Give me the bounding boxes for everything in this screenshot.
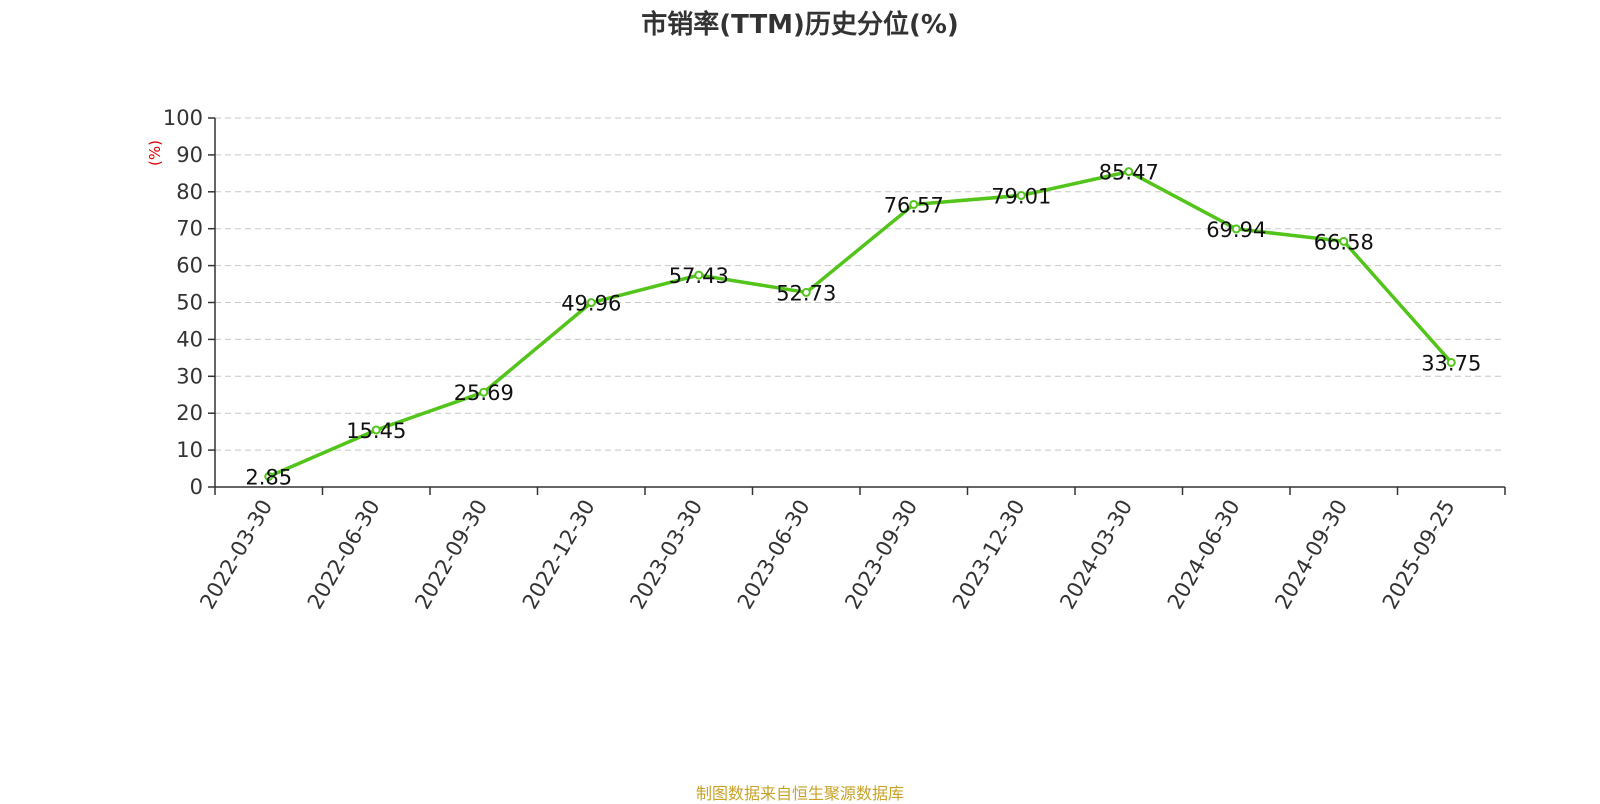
x-tick-label: 2023-03-30 [625, 496, 707, 614]
y-tick-label: 90 [176, 143, 203, 167]
y-tick-label: 40 [176, 327, 203, 351]
data-label: 33.75 [1421, 351, 1481, 375]
y-tick-label: 70 [176, 217, 203, 241]
y-tick-label: 60 [176, 254, 203, 278]
data-labels: 2.85 15.45 25.69 49.96 57.43 52.73 76.57 79.01 8… [245, 161, 1481, 490]
y-tick-label: 30 [176, 364, 203, 388]
data-label: 15.45 [346, 419, 406, 443]
data-label: 85.47 [1099, 161, 1159, 185]
chart-title: 市销率(TTM)历史分位(%) [641, 10, 959, 40]
data-point[interactable] [586, 298, 596, 308]
data-point[interactable] [909, 199, 919, 209]
x-tick-label: 2023-09-30 [840, 496, 922, 614]
data-point[interactable] [1231, 224, 1241, 234]
y-tick-label: 0 [190, 475, 203, 499]
x-tick-label: 2025-09-25 [1378, 496, 1460, 614]
data-label: 2.85 [245, 465, 292, 489]
x-tick-label: 2022-03-30 [195, 496, 277, 614]
x-tick-label: 2022-06-30 [303, 496, 385, 614]
x-tick-label: 2022-09-30 [410, 496, 492, 614]
data-label: 76.57 [884, 193, 944, 217]
data-point[interactable] [1016, 190, 1026, 200]
x-tick-label: 2022-12-30 [518, 496, 600, 614]
data-label: 69.94 [1206, 218, 1266, 242]
data-point[interactable] [694, 270, 704, 280]
data-point[interactable] [1446, 357, 1456, 367]
y-axis-unit-label: (%) [146, 140, 164, 166]
data-label: 57.43 [669, 264, 729, 288]
data-point[interactable] [371, 425, 381, 435]
data-point[interactable] [801, 287, 811, 297]
series-layer [264, 167, 1456, 481]
y-axis-ticks: 0 10 20 30 40 50 60 70 80 90 100 [163, 106, 215, 499]
data-source-note: 制图数据来自恒生聚源数据库 [695, 784, 904, 803]
gridlines [215, 117, 1505, 451]
data-label: 79.01 [991, 184, 1051, 208]
data-label: 49.96 [561, 292, 621, 316]
x-tick-label: 2023-06-30 [733, 496, 815, 614]
x-tick-label: 2024-03-30 [1055, 496, 1137, 614]
data-label: 52.73 [776, 281, 836, 305]
x-tick-label: 2024-06-30 [1163, 496, 1245, 614]
y-tick-label: 50 [176, 291, 203, 315]
data-point[interactable] [1124, 167, 1134, 177]
data-point[interactable] [1339, 236, 1349, 246]
data-label: 66.58 [1314, 230, 1374, 254]
data-point[interactable] [479, 387, 489, 397]
y-tick-label: 80 [176, 180, 203, 204]
x-tick-label: 2024-09-30 [1270, 496, 1352, 614]
data-point[interactable] [264, 471, 274, 481]
x-tick-label: 2023-12-30 [948, 496, 1030, 614]
y-tick-label: 10 [176, 438, 203, 462]
series-line [268, 169, 1453, 479]
x-axis-ticks: 2022-03-30 2022-06-30 2022-09-30 2022-12-30… [195, 487, 1506, 614]
data-label: 25.69 [454, 381, 514, 405]
y-tick-label: 20 [176, 401, 203, 425]
y-tick-label: 100 [163, 106, 203, 130]
